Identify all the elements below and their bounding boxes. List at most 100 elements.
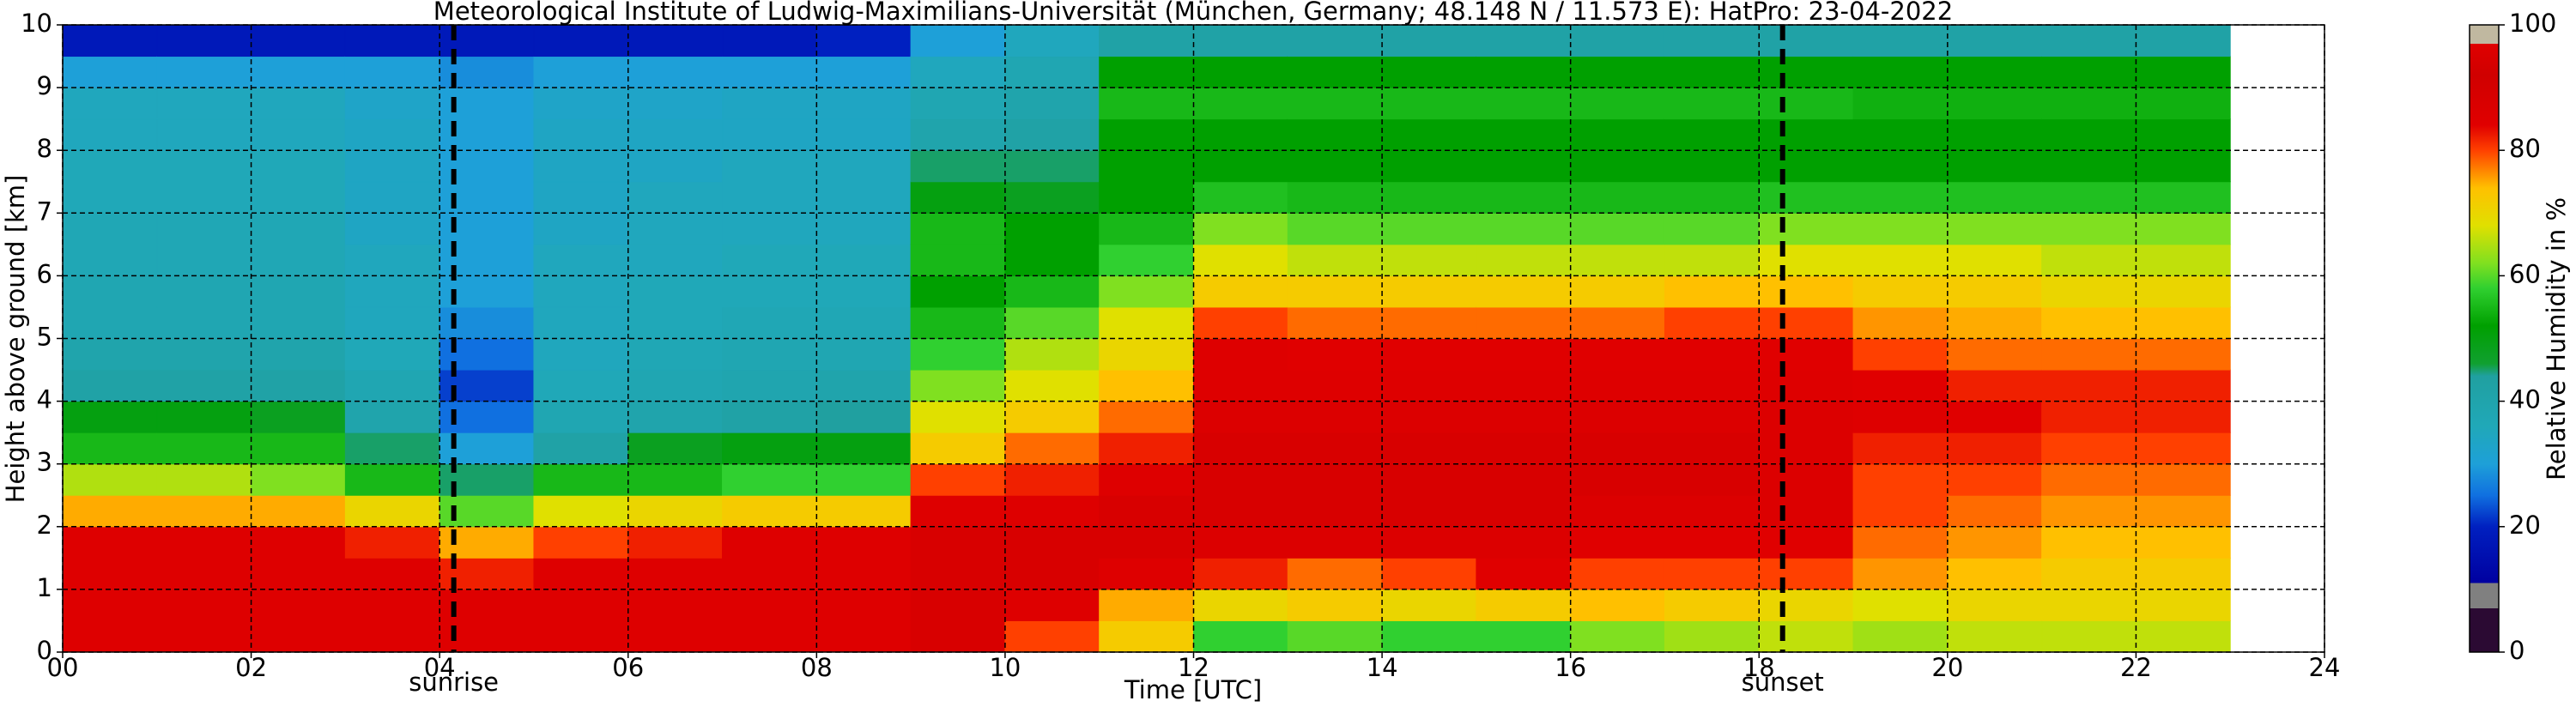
heatmap-cell xyxy=(1004,118,1100,151)
heatmap-cell xyxy=(815,118,912,151)
heatmap-cell xyxy=(722,275,817,308)
heatmap-cell xyxy=(910,212,1006,245)
heatmap-cell xyxy=(910,24,1006,57)
heatmap-cell xyxy=(533,526,629,559)
heatmap-cell xyxy=(2135,24,2231,57)
heatmap-cell xyxy=(1476,87,1572,120)
heatmap-cell xyxy=(627,369,724,402)
heatmap-cell xyxy=(1947,149,2043,183)
heatmap-cell xyxy=(910,369,1006,402)
heatmap-cell xyxy=(1193,338,1288,371)
heatmap-cell xyxy=(2135,306,2231,340)
heatmap-cell xyxy=(722,526,817,559)
heatmap-cell xyxy=(910,432,1006,465)
heatmap-cell xyxy=(1570,401,1665,433)
heatmap-cell xyxy=(1476,589,1572,621)
heatmap-cell xyxy=(1287,306,1383,340)
y-tick-label: 8 xyxy=(37,134,52,163)
heatmap-cell xyxy=(62,87,158,120)
heatmap-cell xyxy=(62,149,158,183)
heatmap-cell xyxy=(533,432,629,465)
heatmap-cell xyxy=(1193,244,1288,276)
colorbar-tick-label: 20 xyxy=(2509,511,2541,540)
heatmap-cell xyxy=(722,338,817,371)
heatmap-cell xyxy=(62,463,158,496)
heatmap-cell xyxy=(1099,244,1195,276)
heatmap-cell xyxy=(2135,619,2231,653)
heatmap-cell xyxy=(1664,212,1760,245)
heatmap-cell xyxy=(156,401,252,433)
heatmap-cell xyxy=(1099,526,1195,559)
heatmap-cell xyxy=(1193,401,1288,433)
heatmap-cell xyxy=(1476,56,1572,88)
colorbar-tick-label: 0 xyxy=(2509,636,2524,665)
heatmap-cell xyxy=(1947,338,2043,371)
x-tick-label: 24 xyxy=(2309,653,2341,682)
heatmap-cell xyxy=(1381,526,1477,559)
heatmap-cell xyxy=(1947,181,2043,214)
heatmap-cell xyxy=(156,338,252,371)
heatmap-cell xyxy=(1381,87,1477,120)
heatmap-cell xyxy=(2041,619,2137,653)
y-tick-label: 5 xyxy=(37,323,52,352)
heatmap-cell xyxy=(1852,24,1949,57)
heatmap-cell xyxy=(1004,306,1100,340)
y-tick-label: 7 xyxy=(37,196,52,226)
heatmap-cell xyxy=(1947,526,2043,559)
heatmap-cell xyxy=(815,306,912,340)
heatmap xyxy=(62,24,2231,653)
heatmap-cell xyxy=(1287,24,1383,57)
heatmap-cell xyxy=(1476,24,1572,57)
heatmap-cell xyxy=(1381,56,1477,88)
heatmap-cell xyxy=(1758,118,1854,151)
heatmap-cell xyxy=(2041,56,2137,88)
heatmap-cell xyxy=(1287,118,1383,151)
heatmap-cell xyxy=(1570,463,1665,496)
heatmap-cell xyxy=(1193,369,1288,402)
y-tick-label: 10 xyxy=(21,9,52,38)
heatmap-cell xyxy=(1287,244,1383,276)
heatmap-cell xyxy=(910,275,1006,308)
heatmap-cell xyxy=(627,432,724,465)
heatmap-cell xyxy=(1287,619,1383,653)
heatmap-cell xyxy=(1099,118,1195,151)
heatmap-cell xyxy=(722,557,817,590)
heatmap-cell xyxy=(722,87,817,120)
heatmap-cell xyxy=(1758,87,1854,120)
heatmap-cell xyxy=(910,401,1006,433)
heatmap-cell xyxy=(1758,494,1854,528)
heatmap-cell xyxy=(156,244,252,276)
heatmap-cell xyxy=(251,526,346,559)
heatmap-cell xyxy=(2041,526,2137,559)
heatmap-cell xyxy=(1947,557,2043,590)
heatmap-cell xyxy=(1193,306,1288,340)
heatmap-cell xyxy=(1099,275,1195,308)
heatmap-cell xyxy=(722,56,817,88)
heatmap-cell xyxy=(627,87,724,120)
heatmap-cell xyxy=(1287,338,1383,371)
heatmap-cell xyxy=(1852,369,1949,402)
heatmap-cell xyxy=(1287,87,1383,120)
heatmap-cell xyxy=(1381,589,1477,621)
heatmap-cell xyxy=(62,275,158,308)
heatmap-cell xyxy=(1758,432,1854,465)
heatmap-cell xyxy=(722,181,817,214)
heatmap-cell xyxy=(1664,589,1760,621)
annotation-label: sunset xyxy=(1742,668,1824,697)
heatmap-cell xyxy=(1193,212,1288,245)
heatmap-cell xyxy=(1287,181,1383,214)
heatmap-cell xyxy=(1476,149,1572,183)
heatmap-cell xyxy=(1099,338,1195,371)
heatmap-cell xyxy=(1381,619,1477,653)
heatmap-cell xyxy=(1099,181,1195,214)
heatmap-cell xyxy=(1476,619,1572,653)
heatmap-cell xyxy=(1099,494,1195,528)
x-tick-label: 18 xyxy=(1743,653,1775,682)
heatmap-cell xyxy=(1476,244,1572,276)
heatmap-cell xyxy=(2041,463,2137,496)
heatmap-cell xyxy=(344,118,440,151)
heatmap-cell xyxy=(251,275,346,308)
heatmap-cell xyxy=(533,149,629,183)
y-tick-label: 6 xyxy=(37,259,52,288)
heatmap-cell xyxy=(1664,87,1760,120)
